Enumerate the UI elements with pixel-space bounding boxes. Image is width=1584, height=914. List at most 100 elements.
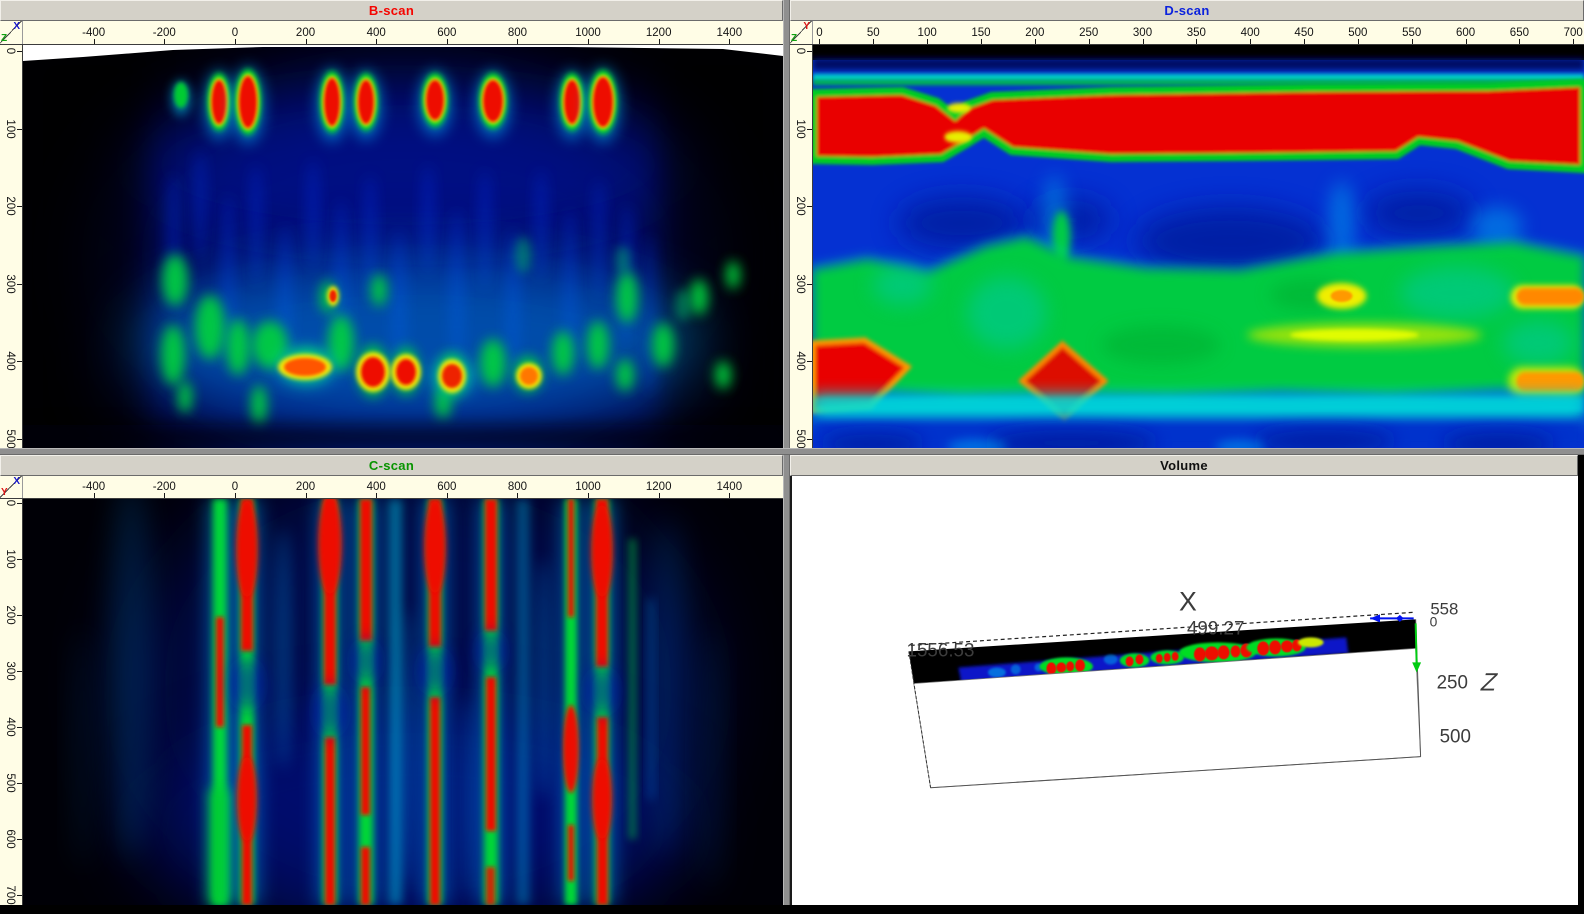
panel-c-scan: C-scan X Y -400 -200 0 200 400 600 800 1000 1200…: [0, 455, 783, 905]
tick-mark: [807, 128, 812, 130]
axis-letter-x: X: [13, 21, 20, 32]
tick-mark: [17, 206, 22, 208]
tick-mark: [17, 839, 22, 840]
tick-label: -200: [152, 481, 176, 493]
tick-label: 200: [794, 196, 806, 216]
splitter-horizontal[interactable]: [0, 448, 1584, 455]
d-scan-titlebar: D-scan: [790, 0, 1584, 21]
tick-label: 500: [1348, 27, 1368, 39]
tick-mark: [1088, 39, 1090, 44]
tick-mark: [17, 51, 22, 53]
tick-mark: [517, 39, 519, 44]
tick-label: 1400: [716, 27, 743, 39]
tick-label: 450: [1294, 27, 1314, 39]
d-scan-axis-corner-icon: Y Z: [790, 21, 813, 44]
tick-mark: [1142, 39, 1144, 44]
tick-mark: [164, 493, 166, 498]
d-scan-x-ruler: Y Z 0 50 100 150 200 250 300 350 400 450 500 550 600…: [790, 21, 1584, 45]
tick-mark: [1304, 39, 1306, 44]
tick-mark: [1411, 39, 1413, 44]
volume-3d-view[interactable]: X 499.27 1556.53 558 0 250 Z 500: [790, 476, 1578, 905]
b-scan-body: 0 100 200 300 400 500: [0, 45, 783, 448]
tick-label: 1000: [575, 27, 601, 39]
tick-mark: [446, 39, 448, 44]
tick-mark: [1519, 39, 1521, 44]
tick-mark: [305, 493, 307, 498]
tick-mark: [1250, 39, 1252, 44]
tick-label: 400: [4, 351, 16, 371]
tick-label: 100: [4, 119, 16, 139]
tick-label: 600: [437, 481, 457, 493]
tick-mark: [1034, 39, 1036, 44]
tick-label: 600: [437, 27, 457, 39]
tick-mark: [164, 39, 166, 44]
tick-mark: [93, 39, 95, 44]
tick-label: 600: [4, 829, 16, 849]
tick-label: 400: [4, 717, 16, 737]
tick-mark: [17, 671, 22, 673]
tick-mark: [234, 39, 236, 44]
b-scan-heatmap: [23, 45, 783, 448]
tick-label: 400: [366, 27, 386, 39]
tick-mark: [1573, 39, 1575, 44]
svg-text:250: 250: [1437, 672, 1468, 693]
tick-mark: [588, 39, 590, 44]
tick-mark: [305, 39, 307, 44]
tick-label: 200: [4, 196, 16, 216]
tick-label: 100: [917, 27, 937, 39]
tick-mark: [376, 39, 378, 44]
tick-mark: [819, 39, 821, 44]
svg-text:0: 0: [1430, 613, 1438, 629]
d-scan-y-ruler: 0 100 200 300 400 500: [790, 45, 813, 448]
tick-label: -200: [152, 27, 176, 39]
tick-mark: [234, 493, 236, 498]
tick-label: 150: [971, 27, 991, 39]
c-scan-y-ruler: 0 100 200 300 400 500 600 700: [0, 499, 23, 905]
tick-label: 0: [4, 500, 16, 507]
d-scan-view[interactable]: [813, 45, 1584, 448]
c-scan-titlebar: C-scan: [0, 455, 783, 476]
tick-label: 700: [1563, 27, 1583, 39]
tick-label: 550: [1402, 27, 1422, 39]
c-scan-heatmap: [23, 499, 783, 905]
tick-label: 0: [231, 481, 239, 493]
tick-mark: [807, 361, 812, 363]
volume-title: Volume: [1160, 458, 1208, 473]
tick-label: 650: [1509, 27, 1529, 39]
b-scan-axis-corner-icon: X Z: [0, 21, 23, 44]
svg-text:Z: Z: [1478, 669, 1501, 697]
tick-mark: [588, 493, 590, 498]
tick-label: 200: [1025, 27, 1045, 39]
tick-label: 50: [866, 27, 880, 39]
c-scan-body: 0 100 200 300 400 500 600 700: [0, 499, 783, 905]
tick-mark: [517, 493, 519, 498]
tick-label: 500: [794, 429, 806, 448]
b-scan-titlebar: B-scan: [0, 0, 783, 21]
tick-label: 1200: [645, 481, 672, 493]
d-scan-x-ticks: 0 50 100 150 200 250 300 350 400 450 500 550 600 650 7…: [813, 21, 1584, 44]
tick-label: 300: [4, 274, 16, 294]
axis-letter-x: X: [13, 476, 20, 487]
tick-label: 400: [794, 351, 806, 371]
b-scan-view[interactable]: [23, 45, 783, 448]
tick-mark: [17, 783, 22, 785]
tick-label: -400: [82, 481, 106, 493]
tick-mark: [980, 39, 982, 44]
tick-mark: [93, 493, 95, 498]
tick-mark: [1357, 39, 1359, 44]
svg-text:X: X: [1179, 586, 1197, 616]
svg-text:500: 500: [1440, 727, 1471, 748]
tick-label: 0: [4, 47, 16, 55]
tick-mark: [873, 39, 875, 44]
tick-label: 300: [4, 661, 16, 681]
d-scan-heatmap: [813, 45, 1584, 448]
tick-mark: [17, 559, 22, 561]
tick-label: 1400: [716, 481, 743, 493]
c-scan-view[interactable]: [23, 499, 783, 905]
tick-mark: [1465, 39, 1467, 44]
tick-label: 100: [794, 119, 806, 139]
tick-label: 100: [4, 549, 16, 569]
b-scan-x-ticks: -400 -200 0 200 400 600 800 1000 1200 1400: [23, 21, 783, 44]
tick-mark: [376, 493, 378, 498]
